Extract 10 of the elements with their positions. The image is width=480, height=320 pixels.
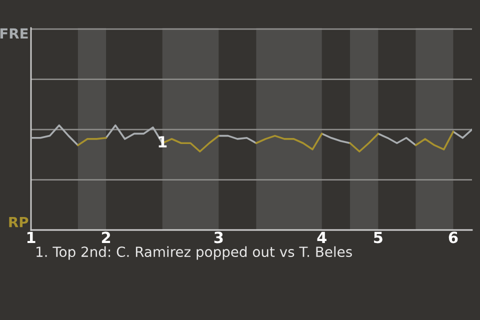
x-tick-label: 5 (374, 232, 382, 244)
text: 1. Top 2nd: C. Ramirez popped out vs T. Beles (36, 246, 352, 260)
x-tick-label: 3 (214, 232, 223, 244)
annotation: 1 (158, 136, 167, 148)
x-tick-label: 6 (448, 232, 458, 244)
x-tick-label: 2 (102, 232, 110, 243)
x-tick-label: 1 (27, 232, 36, 243)
text: RP (9, 216, 28, 228)
text: FRE (0, 28, 28, 39)
x-tick-label: 4 (317, 232, 326, 243)
